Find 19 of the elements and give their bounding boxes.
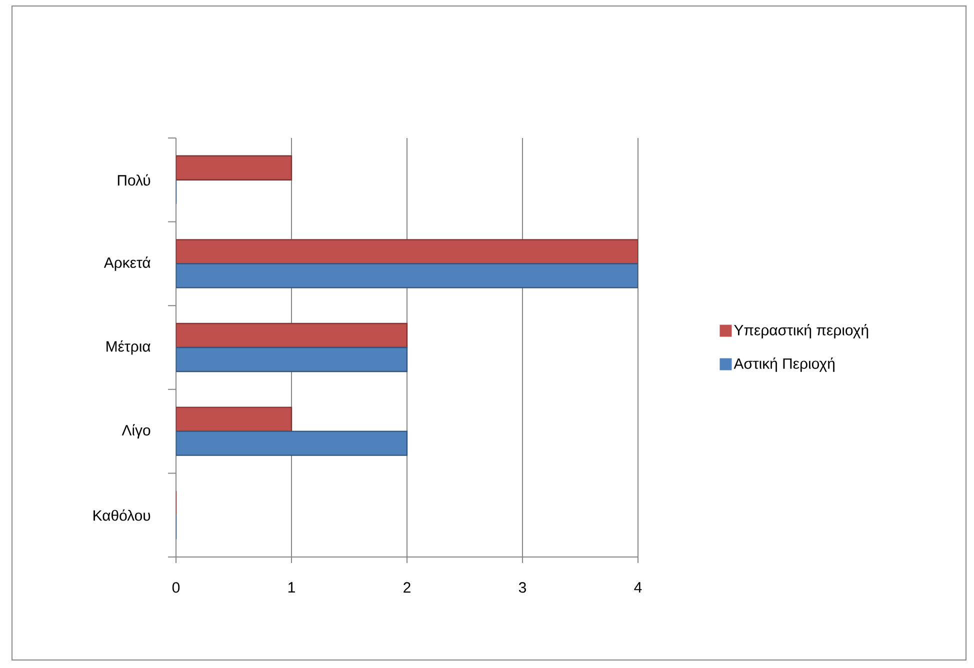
bar [176,346,408,372]
legend-label: Αστική Περιοχή [734,358,834,372]
x-tick-label: 3 [518,582,526,593]
bar [176,406,292,432]
x-tick-label: 0 [172,582,180,593]
bar [176,155,292,180]
bar [176,239,638,264]
y-tick-label: Πολύ [118,174,150,186]
y-tick-label: Καθόλου [94,509,150,521]
bar [176,263,638,288]
x-tick-label: 1 [288,582,295,592]
x-tick-label: 2 [404,582,410,593]
y-tick-label: Αρκετά [104,256,150,271]
bar [176,430,408,456]
x-tick-label: 4 [634,582,642,592]
bar [176,322,408,348]
legend-label: Υπεραστική περιοχή [734,324,868,338]
y-tick-label: Λίγο [122,424,150,438]
y-tick-label: Μέτρια [106,340,150,355]
